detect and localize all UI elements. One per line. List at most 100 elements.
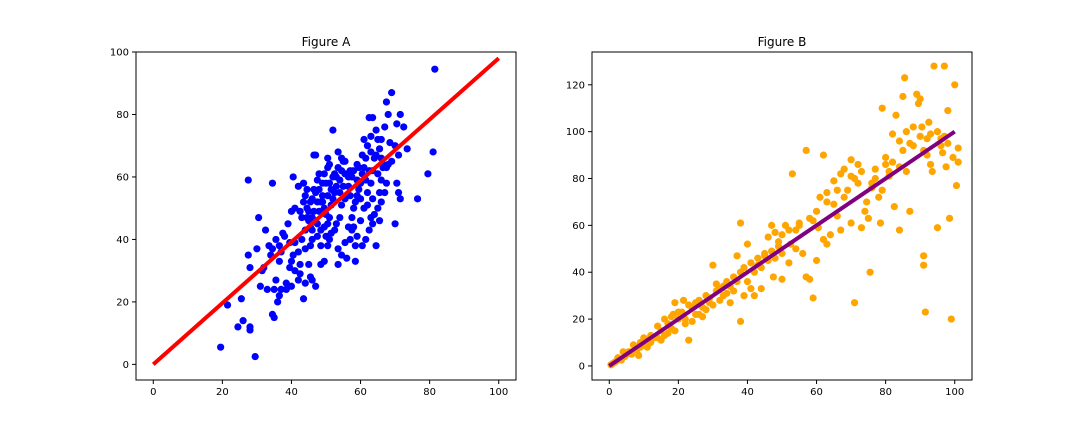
scatter-point xyxy=(785,259,793,267)
scatter-point xyxy=(312,282,320,290)
scatter-point xyxy=(396,110,404,119)
scatter-point xyxy=(301,192,309,200)
scatter-point xyxy=(654,322,662,330)
scatter-point xyxy=(685,301,693,309)
y-tick-label: 0 xyxy=(579,361,585,372)
scatter-point xyxy=(306,198,315,206)
x-tick-label: 0 xyxy=(150,387,156,398)
scatter-point xyxy=(274,298,282,306)
scatter-point xyxy=(377,198,385,206)
scatter-point xyxy=(635,351,643,359)
scatter-point xyxy=(237,295,245,303)
scatter-point xyxy=(939,149,947,157)
scatter-point xyxy=(878,186,886,194)
scatter-point xyxy=(317,260,325,269)
scatter-point xyxy=(289,173,297,181)
scatter-point xyxy=(337,201,346,209)
scatter-point xyxy=(360,163,368,172)
scatter-point xyxy=(334,245,342,253)
scatter-point xyxy=(871,165,879,173)
scatter-point xyxy=(890,203,898,211)
scatter-point xyxy=(926,130,935,138)
scatter-point xyxy=(393,179,401,187)
scatter-point xyxy=(384,110,392,119)
scatter-point xyxy=(272,235,280,244)
scatter-point xyxy=(795,221,803,229)
scatter-point xyxy=(657,336,665,344)
scatter-point xyxy=(850,299,859,307)
scatter-point xyxy=(954,158,962,166)
scatter-point xyxy=(386,138,394,147)
y-tick-label: 20 xyxy=(572,315,585,326)
scatter-point xyxy=(325,235,334,244)
scatter-point xyxy=(918,123,926,131)
scatter-point xyxy=(812,256,821,265)
scatter-point xyxy=(275,257,283,265)
scatter-point xyxy=(239,317,247,325)
plot-frame xyxy=(135,51,517,381)
scatter-point xyxy=(901,74,909,82)
scatter-point xyxy=(382,98,391,106)
scatter-point xyxy=(861,207,869,215)
scatter-point xyxy=(301,279,309,287)
scatter-point xyxy=(394,188,403,197)
scatter-point xyxy=(930,62,938,70)
plot-frame xyxy=(591,51,973,381)
scatter-point xyxy=(246,326,254,334)
scatter-point xyxy=(270,313,278,322)
scatter-point xyxy=(287,257,296,265)
scatter-point xyxy=(888,130,897,138)
x-tick-label: 100 xyxy=(945,387,964,398)
scatter-point xyxy=(785,226,793,234)
scatter-point xyxy=(942,163,950,171)
x-tick-label: 80 xyxy=(879,387,892,398)
scatter-point xyxy=(921,308,929,316)
scatter-point xyxy=(847,219,855,227)
scatter-point xyxy=(743,240,752,248)
scatter-point xyxy=(234,323,242,331)
scatter-point xyxy=(916,132,924,140)
scatter-point xyxy=(356,217,365,225)
scatter-point xyxy=(324,242,332,250)
scatter-point xyxy=(382,179,391,187)
scatter-point xyxy=(367,213,375,222)
scatter-point xyxy=(736,317,745,326)
scatter-point xyxy=(754,254,762,262)
x-tick-label: 60 xyxy=(354,387,367,398)
scatter-point xyxy=(391,220,399,228)
x-tick-label: 40 xyxy=(741,387,754,398)
scatter-point xyxy=(332,220,340,228)
scatter-point xyxy=(833,186,841,194)
scatter-point xyxy=(709,261,717,269)
scatter-point xyxy=(294,182,302,190)
scatter-point xyxy=(377,176,385,184)
scatter-point xyxy=(906,207,914,215)
scatter-point xyxy=(353,232,361,240)
scatter-point xyxy=(920,261,928,269)
scatter-point xyxy=(296,260,304,269)
scatter-point xyxy=(291,267,299,275)
scatter-point xyxy=(261,226,270,234)
scatter-point xyxy=(325,213,334,222)
scatter-point xyxy=(289,251,297,259)
scatter-point xyxy=(863,198,871,206)
scatter-point xyxy=(317,226,325,234)
scatter-point xyxy=(270,285,278,294)
scatter-point xyxy=(263,285,271,294)
scatter-point xyxy=(747,285,755,293)
scatter-point xyxy=(301,245,309,253)
scatter-point xyxy=(358,151,366,159)
scatter-point xyxy=(360,135,368,144)
scatter-point xyxy=(367,179,375,187)
scatter-point xyxy=(740,263,748,272)
scatter-point xyxy=(372,126,380,134)
scatter-point xyxy=(726,299,734,307)
scatter-point xyxy=(299,198,308,206)
scatter-point xyxy=(393,120,401,128)
scatter-point xyxy=(388,89,396,97)
scatter-point xyxy=(351,242,359,250)
scatter-point xyxy=(363,142,372,150)
scatter-point xyxy=(375,217,384,225)
scatter-point xyxy=(698,313,707,321)
scatter-point xyxy=(291,204,299,212)
